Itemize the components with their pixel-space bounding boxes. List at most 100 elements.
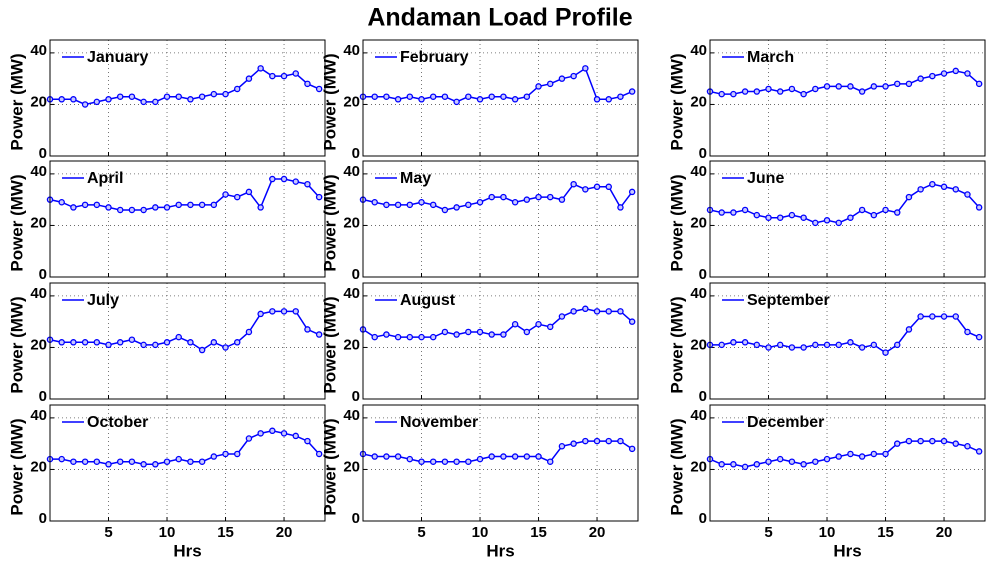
data-point: [140, 341, 147, 349]
data-point: [605, 96, 612, 103]
y-axis-label: Power (MW): [667, 418, 686, 515]
legend-label: February: [400, 49, 469, 66]
data-point: [546, 80, 554, 88]
data-point: [163, 204, 171, 211]
data-point: [558, 75, 566, 82]
data-point: [628, 88, 636, 95]
data-point: [776, 88, 784, 95]
data-point: [222, 191, 229, 198]
data-point: [835, 453, 842, 460]
y-axis-label: Power (MW): [667, 296, 686, 393]
plot-area: [363, 283, 638, 399]
data-point: [800, 90, 807, 98]
data-point: [187, 339, 194, 346]
data-point: [315, 450, 323, 458]
data-point: [964, 328, 971, 336]
data-point: [292, 70, 299, 77]
data-point: [233, 193, 241, 201]
y-tick-label: 40: [343, 42, 360, 59]
data-point: [523, 93, 531, 100]
data-point: [929, 180, 936, 188]
data-point: [952, 440, 959, 447]
data-point: [233, 450, 241, 458]
data-point: [70, 339, 77, 346]
data-point: [152, 461, 159, 468]
y-tick-label: 40: [690, 285, 707, 302]
data-point: [105, 96, 112, 103]
y-tick-label: 20: [690, 93, 707, 110]
plot-area: [50, 161, 325, 277]
y-axis-label: Power (MW): [320, 174, 339, 271]
data-point: [198, 458, 206, 465]
data-point: [605, 308, 612, 315]
data-point: [441, 206, 449, 214]
data-point: [605, 437, 612, 445]
data-point: [418, 198, 425, 206]
data-point: [383, 201, 390, 209]
data-point: [558, 313, 566, 320]
data-point: [952, 67, 959, 75]
data-point: [975, 80, 983, 88]
data-point: [394, 96, 402, 103]
data-point: [788, 211, 796, 219]
y-axis-label: Power (MW): [320, 296, 339, 393]
data-point: [917, 186, 924, 193]
data-point: [383, 453, 390, 460]
data-point: [245, 328, 253, 336]
data-point: [304, 180, 311, 188]
y-tick-label: 40: [343, 285, 360, 302]
data-point: [93, 339, 101, 346]
data-point: [210, 453, 218, 460]
data-point: [245, 435, 253, 442]
data-point: [371, 198, 378, 206]
data-point: [582, 437, 589, 445]
data-point: [315, 193, 323, 201]
data-point: [617, 308, 624, 315]
data-point: [500, 453, 507, 460]
y-tick-label: 40: [690, 42, 707, 59]
data-point: [788, 458, 796, 465]
data-point: [140, 98, 147, 106]
y-tick-label: 0: [699, 510, 707, 527]
data-point: [210, 339, 218, 346]
data-point: [893, 341, 901, 349]
plot-area: [710, 40, 985, 156]
data-point: [58, 198, 65, 206]
data-point: [546, 323, 554, 331]
data-point: [730, 461, 737, 468]
data-point: [441, 93, 449, 100]
data-point: [81, 339, 89, 346]
data-point: [593, 437, 601, 445]
x-tick-label: 10: [472, 524, 489, 541]
data-point: [882, 450, 889, 458]
data-point: [893, 80, 901, 88]
y-tick-label: 40: [690, 163, 707, 180]
data-point: [476, 455, 484, 463]
plot-frame: [49, 404, 326, 522]
legend-label: March: [747, 49, 794, 66]
data-point: [582, 305, 589, 313]
data-point: [718, 341, 725, 349]
data-point: [105, 461, 112, 468]
data-point: [488, 193, 495, 201]
x-tick-label: 10: [819, 524, 836, 541]
data-point: [315, 331, 323, 338]
data-point: [116, 93, 124, 100]
data-point: [964, 442, 971, 450]
plot-frame: [49, 160, 326, 278]
x-tick-label: 15: [530, 524, 547, 541]
data-point: [81, 458, 89, 465]
data-point: [500, 331, 507, 338]
data-point: [383, 93, 390, 100]
legend-label: June: [747, 170, 784, 187]
data-point: [371, 333, 378, 341]
data-point: [905, 437, 913, 445]
data-point: [835, 219, 842, 227]
legend-label: October: [87, 414, 148, 431]
data-point: [570, 440, 577, 447]
data-point: [453, 204, 460, 211]
data-point: [940, 437, 948, 445]
data-point: [823, 341, 831, 349]
y-tick-label: 20: [343, 336, 360, 353]
data-point: [535, 320, 542, 328]
